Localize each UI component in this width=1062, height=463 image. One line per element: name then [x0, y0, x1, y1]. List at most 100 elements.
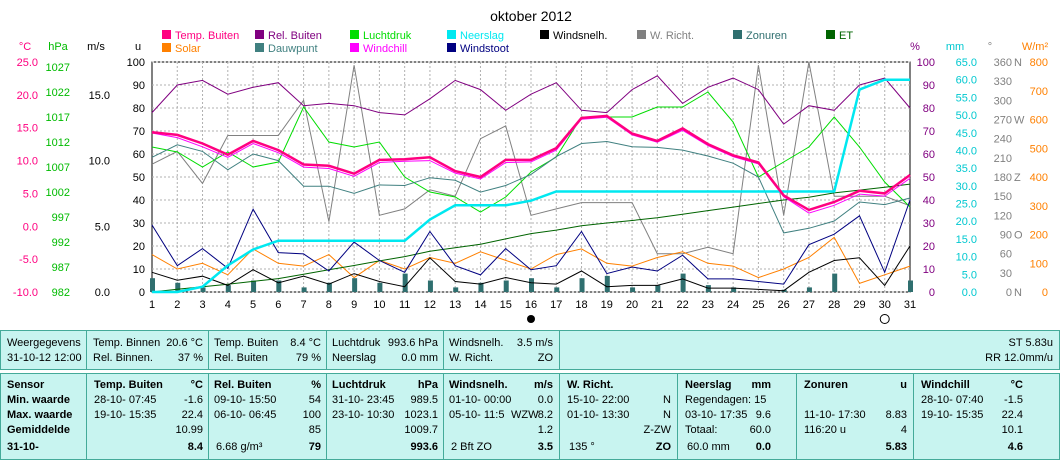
rh-buiten-label: Rel. Buiten: [214, 352, 268, 364]
humidity-axis-label: 90: [923, 80, 935, 92]
legend-label: Temp. Buiten: [175, 30, 239, 42]
temp-axis-label: -10.0: [13, 287, 38, 299]
legend-label: Zonuren: [746, 30, 787, 42]
baro-label: Luchtdruk: [332, 337, 381, 349]
sun-axis-label: 60: [133, 149, 145, 161]
rain-axis-label: 40.0: [956, 145, 977, 157]
sun-bar: [478, 282, 484, 292]
wind-unit: m/s: [534, 379, 553, 391]
rain-unit-label: mm: [946, 41, 964, 53]
humidity-axis-label: 70: [923, 126, 935, 138]
sun-bar: [579, 278, 585, 292]
chill-min: -1.5: [1004, 394, 1023, 406]
rain-max-dt: 03-10- 17:35: [685, 409, 748, 421]
temp-avg: 10.99: [175, 424, 203, 436]
legend-label: ET: [839, 30, 853, 42]
x-tick-label: 19: [601, 299, 613, 311]
legend-swatch: [350, 43, 359, 52]
dir-title: W. Richt.: [567, 379, 614, 391]
sun-bar: [301, 287, 307, 292]
chill-title: Windchill: [921, 379, 970, 391]
x-tick-label: 22: [676, 299, 688, 311]
sun-bar: [453, 287, 459, 292]
sun-bar: [150, 278, 155, 292]
rh-today: 79: [308, 441, 321, 453]
st-value: ST 5.83u: [1008, 337, 1053, 349]
baro-value: 993.6 hPa: [387, 337, 438, 349]
humidity-axis-label: 0: [929, 287, 935, 299]
temp-axis-label: 5.0: [23, 188, 38, 200]
full-moon-icon: [879, 314, 890, 324]
sun-axis-label: 0: [139, 287, 145, 299]
plot-area: [151, 61, 911, 293]
rh-max-dt: 06-10- 06:45: [214, 409, 277, 421]
baro-min-dt: 31-10- 23:45: [332, 394, 395, 406]
direction-axis-label: 60: [1000, 249, 1012, 261]
rain-extra: 60.0 mm: [687, 441, 730, 453]
legend-label: Windstoot: [460, 43, 509, 55]
temp-axis-label: 0.0: [23, 221, 38, 233]
x-tick-label: 24: [727, 299, 739, 311]
x-tick-label: 7: [301, 299, 307, 311]
baro-max-dt: 23-10- 10:30: [332, 409, 395, 421]
direction-axis-label: 0: [1006, 287, 1012, 299]
x-tick-label: 6: [275, 299, 281, 311]
solar-axis-label: 800: [1030, 57, 1048, 69]
wind-min-dt: 01-10- 00:00: [449, 394, 512, 406]
legend-label: Solar: [175, 43, 201, 55]
x-tick-label: 5: [250, 299, 256, 311]
x-tick-label: 14: [474, 299, 486, 311]
solar-axis-label: 200: [1030, 230, 1048, 242]
temp-min-dt: 28-10- 07:45: [94, 394, 157, 406]
sun-bar: [604, 275, 610, 292]
rain-axis-label: 10.0: [956, 252, 977, 264]
baro-unit: hPa: [417, 379, 438, 391]
direction-axis-label: 90: [1000, 230, 1012, 242]
sun-bar: [503, 280, 509, 292]
legend-label: Windsnelh.: [553, 30, 607, 42]
x-tick-label: 11: [399, 299, 410, 311]
x-tick-label: 1: [149, 299, 155, 311]
rain-axis-label: 65.0: [956, 57, 977, 69]
legend-swatch: [350, 30, 359, 39]
dir-max: N: [663, 409, 671, 421]
temp-axis-label: -5.0: [19, 254, 38, 266]
pressure-axis-label: 997: [52, 212, 70, 224]
rain-axis-label: 0.0: [962, 287, 977, 299]
t-binnen-label: Temp. Binnen: [93, 337, 161, 349]
new-moon-icon: [527, 315, 535, 323]
rain-axis-label: 30.0: [956, 181, 977, 193]
x-tick-label: 15: [500, 299, 512, 311]
sun-bar: [908, 280, 913, 292]
pressure-axis-label: 1007: [46, 162, 70, 174]
wind-extra: 2 Bft ZO: [451, 441, 492, 453]
sun-bar: [806, 287, 812, 292]
x-tick-label: 29: [853, 299, 865, 311]
pressure-axis-label: 1012: [46, 137, 70, 149]
rh-extra: 6.68 g/m³: [216, 441, 263, 453]
x-tick-label: 18: [575, 299, 587, 311]
temp-today: 8.4: [187, 441, 203, 453]
rain-axis-label: 15.0: [956, 234, 977, 246]
humidity-axis-label: 30: [923, 218, 935, 230]
sun-axis-label: 10: [133, 264, 145, 276]
sun-axis-label: 90: [133, 80, 145, 92]
sun-max: 8.83: [885, 409, 907, 421]
sun-bar: [276, 280, 282, 292]
series-line-windstoot: [151, 199, 911, 285]
x-tick-label: 21: [651, 299, 663, 311]
direction-axis-label: 210: [994, 153, 1012, 165]
legend-label: Luchtdruk: [363, 30, 412, 42]
rain-axis-label: 60.0: [956, 75, 977, 87]
x-tick-label: 2: [174, 299, 180, 311]
rain-today: 0.0: [755, 441, 771, 453]
series-line-neerslag: [152, 78, 910, 294]
x-tick-label: 8: [326, 299, 332, 311]
x-tick-label: 23: [702, 299, 714, 311]
sun-avg: 4: [900, 424, 907, 436]
rain-axis-label: 25.0: [956, 199, 977, 211]
dir-label: W. Richt.: [449, 352, 494, 364]
direction-letter: O: [1014, 230, 1023, 242]
chill-max: 22.4: [1001, 409, 1023, 421]
